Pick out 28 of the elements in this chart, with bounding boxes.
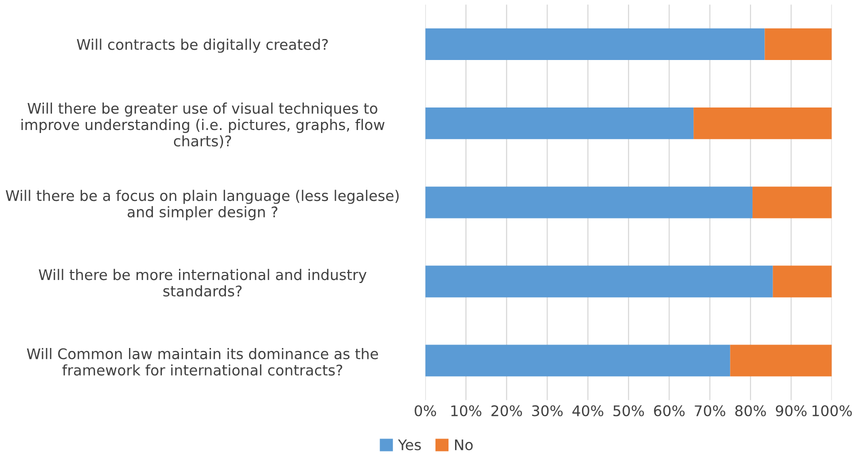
x-tick-label: 10% [451, 405, 482, 416]
y-tick-label: Will Common law maintain its dominance as the framework for international contracts? [26, 348, 378, 376]
x-tick-label: 20% [491, 405, 522, 416]
bar [425, 344, 730, 376]
bar [772, 266, 832, 298]
y-tick-label: Will contracts be digitally created? [76, 38, 328, 53]
x-tick-label: 50% [613, 405, 644, 416]
bar [730, 344, 832, 376]
bar [425, 28, 765, 60]
bar [694, 108, 832, 140]
x-tick-label: 30% [532, 405, 563, 416]
bar [752, 186, 832, 218]
legend-label: No [455, 439, 473, 450]
y-tick-label: Will there be a focus on plain language (less legalese) and simpler design ? [6, 190, 399, 220]
bar [425, 108, 694, 140]
x-tick-label: 60% [654, 405, 685, 416]
x-tick-label: 0% [414, 405, 436, 416]
x-tick-label: 80% [735, 405, 766, 416]
y-tick-label: Will there be greater use of visual techniques to improve understanding (i.e. pictures, graphs, flow charts)? [21, 102, 384, 148]
bar [425, 186, 753, 218]
x-tick-label: 70% [694, 405, 726, 416]
bar [425, 266, 773, 298]
x-tick-label: 100% [812, 405, 852, 416]
y-tick-label: Will there be more international and industry standards? [38, 268, 366, 297]
legend-label: Yes [398, 439, 421, 450]
x-tick-label: 90% [776, 405, 807, 416]
bar [764, 28, 832, 60]
x-tick-label: 40% [572, 405, 604, 416]
